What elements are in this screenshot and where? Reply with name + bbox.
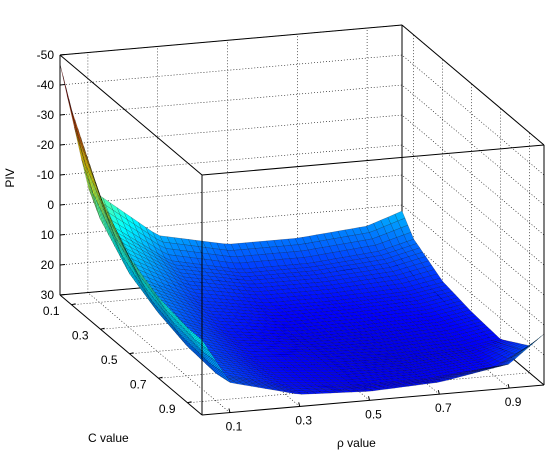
box-edge-front-3 (59, 54, 203, 176)
z-tick-mark (59, 204, 66, 206)
z-tick-label: -20 (37, 138, 55, 152)
z-tick-mark (59, 264, 66, 266)
grid-line-rho (227, 40, 370, 401)
axis-ticks: -50 -40 -30 -20 -10 0 10 20 30 0.1 0.3 0.5 0.7 0.9 0.1… (37, 48, 522, 434)
c-tick-label: 0.9 (159, 402, 176, 416)
z-tick-mark (59, 234, 66, 236)
grid-line-z (59, 144, 545, 266)
grid-line-z (59, 204, 545, 326)
z-tick-label: -50 (37, 48, 55, 62)
grid-line-z (59, 54, 545, 176)
rho-tick-mark (437, 390, 440, 395)
z-tick-mark (59, 294, 66, 296)
box-edge-front-4 (201, 144, 545, 176)
box-edge-front-0 (59, 294, 203, 416)
z-tick-label: 30 (41, 288, 55, 302)
z-tick-label: -10 (37, 168, 55, 182)
grid-line-rho (157, 46, 300, 407)
c-tick-label: 0.5 (101, 353, 118, 367)
rho-tick-label: 0.3 (295, 413, 312, 427)
box-edge-back-2 (59, 24, 403, 56)
x-axis-label: C value (88, 431, 129, 445)
box-edge-back-3 (401, 24, 545, 146)
rho-tick-mark (228, 408, 231, 413)
c-tick-label: 0.3 (72, 328, 89, 342)
c-tick-label: 0.1 (43, 304, 60, 318)
z-tick-label: -30 (37, 108, 55, 122)
grid-line-rho (296, 34, 440, 395)
grid-line-z (59, 174, 545, 296)
rho-tick-label: 0.7 (435, 401, 452, 415)
c-tick-mark (129, 352, 134, 355)
z-axis-label: PIV (3, 168, 17, 187)
rho-tick-mark (368, 396, 370, 401)
z-tick-label: 0 (47, 198, 54, 212)
c-tick-mark (187, 401, 192, 404)
c-tick-label: 0.7 (130, 377, 147, 391)
z-tick-mark (59, 84, 66, 86)
axes-front-edges (59, 54, 545, 416)
c-tick-mark (100, 327, 105, 330)
z-tick-mark (59, 144, 66, 146)
box-edge-front-1 (201, 384, 545, 416)
z-tick-label: 20 (41, 258, 55, 272)
rho-tick-mark (298, 402, 301, 407)
z-tick-mark (59, 174, 66, 176)
rho-tick-label: 0.5 (365, 407, 382, 421)
grid-line-z (59, 84, 545, 206)
z-tick-mark (59, 54, 66, 56)
z-tick-label: 10 (41, 228, 55, 242)
y-axis-label: ρ value (337, 436, 376, 450)
grid-line-rho (87, 52, 231, 413)
grid-line-z (59, 114, 545, 236)
z-tick-mark (59, 114, 66, 116)
c-tick-mark (158, 376, 163, 379)
z-tick-label: -40 (37, 78, 55, 92)
grid-line-rho (366, 28, 510, 389)
surface-mesh (59, 63, 545, 395)
rho-tick-mark (507, 383, 510, 389)
rho-tick-label: 0.1 (226, 420, 243, 434)
c-tick-mark (71, 303, 76, 306)
rho-tick-label: 0.9 (505, 395, 522, 409)
